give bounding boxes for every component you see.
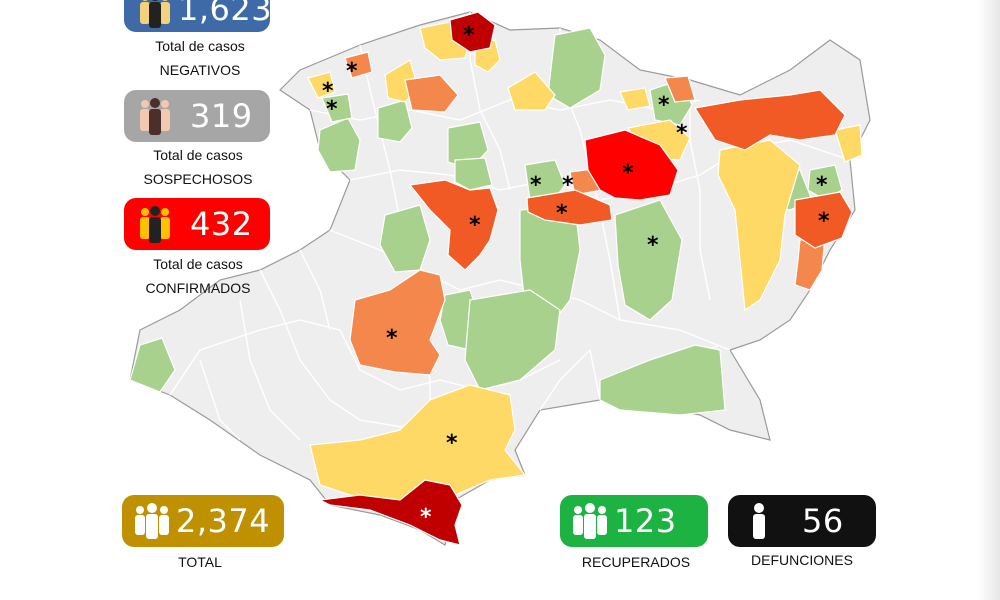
negativos-box: 1,623 [124,0,273,32]
marker: * [816,173,828,198]
people-icon [140,0,170,28]
negativos-label-line1: Total de casos [155,38,245,54]
people-icon [573,503,607,539]
marker: * [530,173,542,198]
marker: * [326,97,338,122]
dark-red-municipalities [317,11,496,546]
total-caption: TOTAL [178,554,222,570]
marker: * [446,431,458,456]
orange-municipalities [408,89,853,271]
confirmados-label-line2: CONFIRMADOS [145,280,251,296]
marker: * [818,209,830,234]
confirmados-label-line1: Total de casos [153,256,243,272]
marker: * [658,93,670,118]
total-value: 2,374 [176,502,271,540]
confirmados-value: 432 [190,205,253,243]
sospechosos-caption: Total de casos SOSPECHOSOS [118,143,278,191]
confirmados-box: 432 [124,198,270,250]
page-edge-shadow [978,0,1000,600]
sospechosos-box: 319 [124,90,270,142]
marker: * [622,161,634,186]
marker: * [469,213,481,238]
confirmados-caption: Total de casos CONFIRMADOS [118,252,278,300]
people-icon [140,206,170,243]
case-markers: * * * * * * * * * * * * * * * * * [322,23,830,530]
marker: * [346,59,358,84]
defunciones-box: 56 [728,495,876,547]
marker: * [322,79,334,104]
marker: * [386,326,398,351]
recuperados-caption: RECUPERADOS [581,554,691,570]
sospechosos-value: 319 [190,97,253,135]
recuperados-box: 123 [560,495,708,547]
sospechosos-label-line1: Total de casos [153,147,243,163]
person-icon [753,503,765,539]
people-icon [140,98,170,135]
light-orange-municipalities [344,51,826,376]
marker: * [562,173,574,198]
defunciones-value: 56 [802,502,844,540]
defunciones-caption: DEFUNCIONES [751,552,853,568]
negativos-value: 1,623 [178,0,273,28]
sospechosos-label-line2: SOSPECHOSOS [143,171,253,187]
marker: * [420,505,432,530]
marker: * [556,201,568,226]
recuperados-value: 123 [614,502,677,540]
marker: * [647,233,659,258]
marker: * [676,121,688,146]
total-box: 2,374 [122,495,284,547]
negativos-label-line2: NEGATIVOS [159,62,241,78]
marker: * [463,23,475,48]
red-municipalities [584,129,679,201]
negativos-caption: Total de casos NEGATIVOS [120,34,280,82]
people-icon [135,503,169,539]
green-municipalities [129,27,843,416]
